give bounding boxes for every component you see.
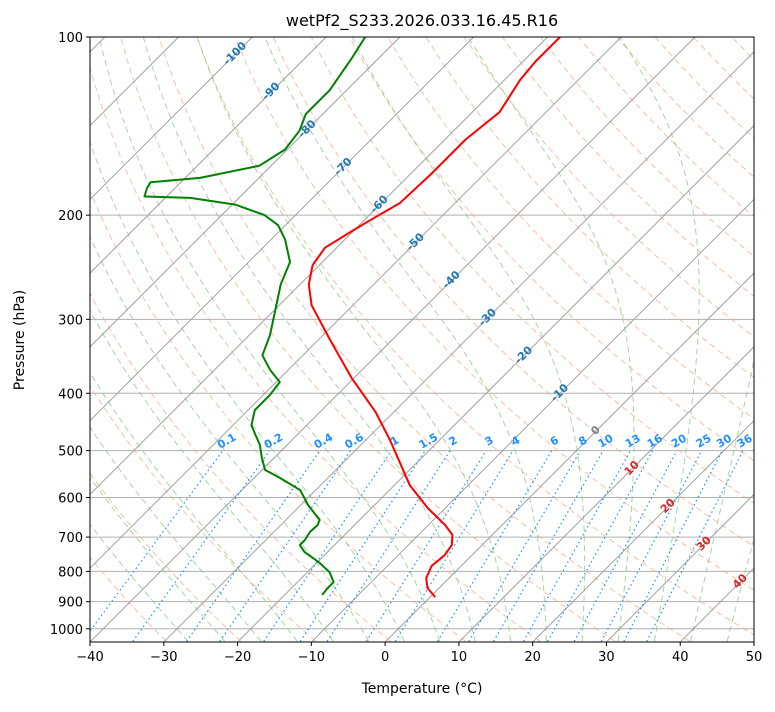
- x-tick-label: 40: [672, 650, 689, 665]
- x-tick-label: −30: [150, 650, 177, 665]
- y-tick-label: 400: [58, 387, 83, 402]
- y-axis-label: Pressure (hPa): [12, 290, 28, 390]
- y-tick-label: 700: [58, 531, 83, 546]
- y-tick-label: 1000: [50, 623, 83, 638]
- x-tick-label: −40: [76, 650, 103, 665]
- x-tick-label: 30: [598, 650, 615, 665]
- y-tick-label: 600: [58, 491, 83, 506]
- y-tick-label: 100: [58, 31, 83, 46]
- x-tick-label: −20: [224, 650, 251, 665]
- x-tick-label: 10: [451, 650, 468, 665]
- y-tick-label: 800: [58, 565, 83, 580]
- y-tick-label: 200: [58, 209, 83, 224]
- y-tick-label: 900: [58, 596, 83, 611]
- x-axis-label: Temperature (°C): [361, 681, 483, 697]
- x-tick-label: 50: [746, 650, 763, 665]
- y-tick-label: 300: [58, 313, 83, 328]
- x-tick-label: 20: [524, 650, 541, 665]
- x-tick-label: 0: [381, 650, 389, 665]
- y-tick-label: 500: [58, 445, 83, 460]
- chart-title: wetPf2_S233.2026.033.16.45.R16: [286, 11, 558, 31]
- x-tick-label: −10: [298, 650, 325, 665]
